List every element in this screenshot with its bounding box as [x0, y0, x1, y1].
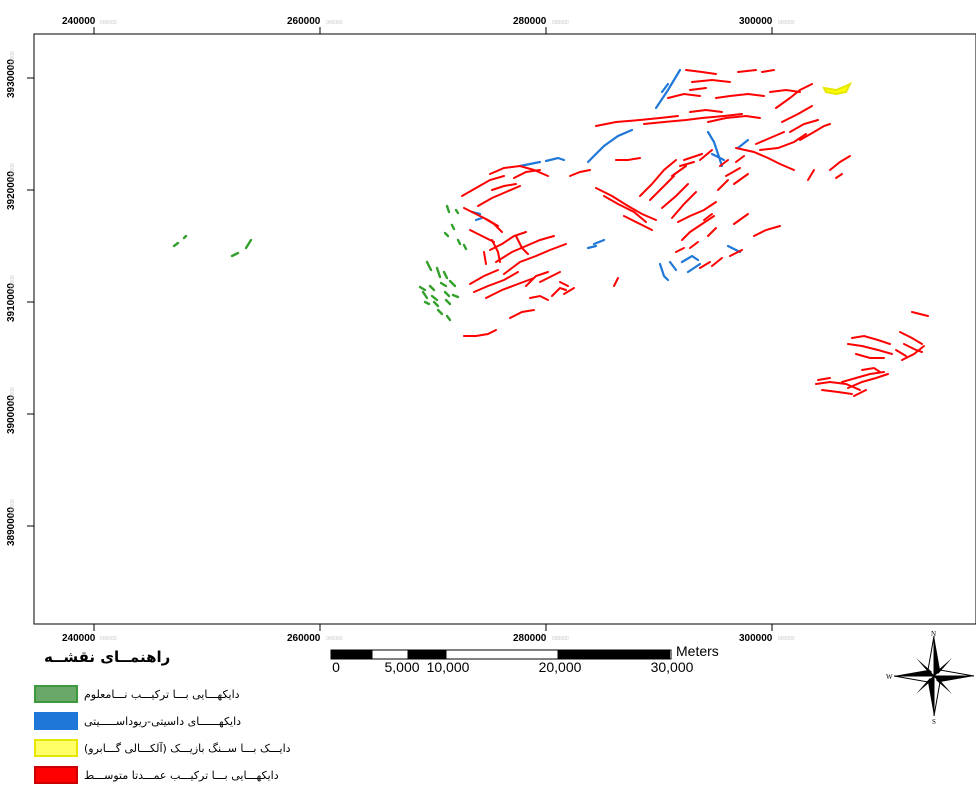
top-tick-280000: 280000 000000 [513, 16, 569, 34]
scale-label: 0 [332, 659, 340, 675]
x-tick-suffix: 000000 [100, 20, 117, 26]
scale-unit: Meters [676, 643, 719, 659]
y-tick-suffix: 000000 [10, 163, 16, 180]
legend-label: دایـــک بـــا ســنگ بازیـــک (آلکـــالی … [84, 742, 291, 755]
y-tick-label: 3920000 [6, 171, 17, 210]
scale-bar: Meters 0 5,000 10,000 20,000 30,000 [330, 643, 730, 685]
y-tick-suffix: 000000 [10, 275, 16, 292]
x-tick-label: 300000 [739, 16, 773, 27]
top-tick-240000: 240000 000000 [62, 16, 117, 34]
x-tick-label: 260000 [287, 16, 321, 27]
scale-label: 5,000 [384, 659, 420, 675]
north-arrow-icon: N S E W [870, 626, 976, 726]
x-tick-suffix: 000000 [326, 636, 343, 642]
y-tick-suffix: 000000 [10, 51, 16, 68]
y-tick-suffix: 000000 [10, 387, 16, 404]
legend-swatch-green [34, 685, 78, 703]
y-tick-suffix: 000000 [10, 499, 16, 516]
x-tick-suffix: 000000 [778, 636, 795, 642]
legend-title: راهنمــای نقشــه [44, 648, 171, 666]
top-tick-260000: 260000 000000 [287, 16, 343, 34]
map-frame [33, 33, 976, 625]
y-tick-label: 3910000 [6, 283, 17, 322]
dykes-unknown-layer [172, 204, 468, 322]
top-axis: 240000 000000 260000 000000 280000 00000… [62, 16, 795, 34]
x-tick-label: 300000 [739, 633, 773, 644]
y-tick-label: 3930000 [6, 59, 17, 98]
north-label: N [931, 630, 936, 638]
legend-swatch-red [34, 766, 78, 784]
x-tick-suffix: 000000 [778, 20, 795, 26]
x-tick-suffix: 000000 [100, 636, 117, 642]
x-tick-suffix: 000000 [552, 20, 569, 26]
legend-swatch-blue [34, 712, 78, 730]
map-legend: راهنمــای نقشــه دایکهـــایی بـــا ترکیـ… [12, 648, 312, 795]
bottom-axis: 240000 000000 260000 000000 280000 00000… [62, 624, 795, 644]
x-tick-label: 280000 [513, 633, 547, 644]
y-tick-label: 3890000 [6, 507, 17, 546]
x-tick-label: 260000 [287, 633, 321, 644]
scale-bar-graphic [330, 649, 672, 660]
legend-label: دایکهـــایی بـــا ترکیـــب نـــامعلوم [84, 688, 240, 701]
top-tick-300000: 300000 000000 [739, 16, 795, 34]
scale-label: 10,000 [426, 659, 470, 675]
x-tick-suffix: 000000 [326, 20, 343, 26]
legend-label: دایکهـــایی بـــا ترکیـــب عمـــدتا متوس… [84, 769, 279, 782]
x-tick-label: 240000 [62, 633, 96, 644]
legend-swatch-yellow [34, 739, 78, 757]
x-tick-label: 280000 [513, 16, 547, 27]
left-axis: 3930000 000000 3920000 000000 3910000 00… [6, 51, 34, 546]
scale-label: 30,000 [650, 659, 694, 675]
dykes-intermediate-layer [461, 69, 929, 397]
legend-label: دایکهــــــای داسیتی-ریوداســـــیتی [84, 715, 242, 728]
west-label: W [886, 673, 893, 681]
scale-label: 20,000 [538, 659, 582, 675]
y-tick-label: 3900000 [6, 395, 17, 434]
dykes-dacite-layer [470, 68, 750, 282]
x-tick-suffix: 000000 [552, 636, 569, 642]
dykes-alkali-layer [822, 81, 853, 96]
south-label: S [932, 718, 936, 726]
x-tick-label: 240000 [62, 16, 96, 27]
